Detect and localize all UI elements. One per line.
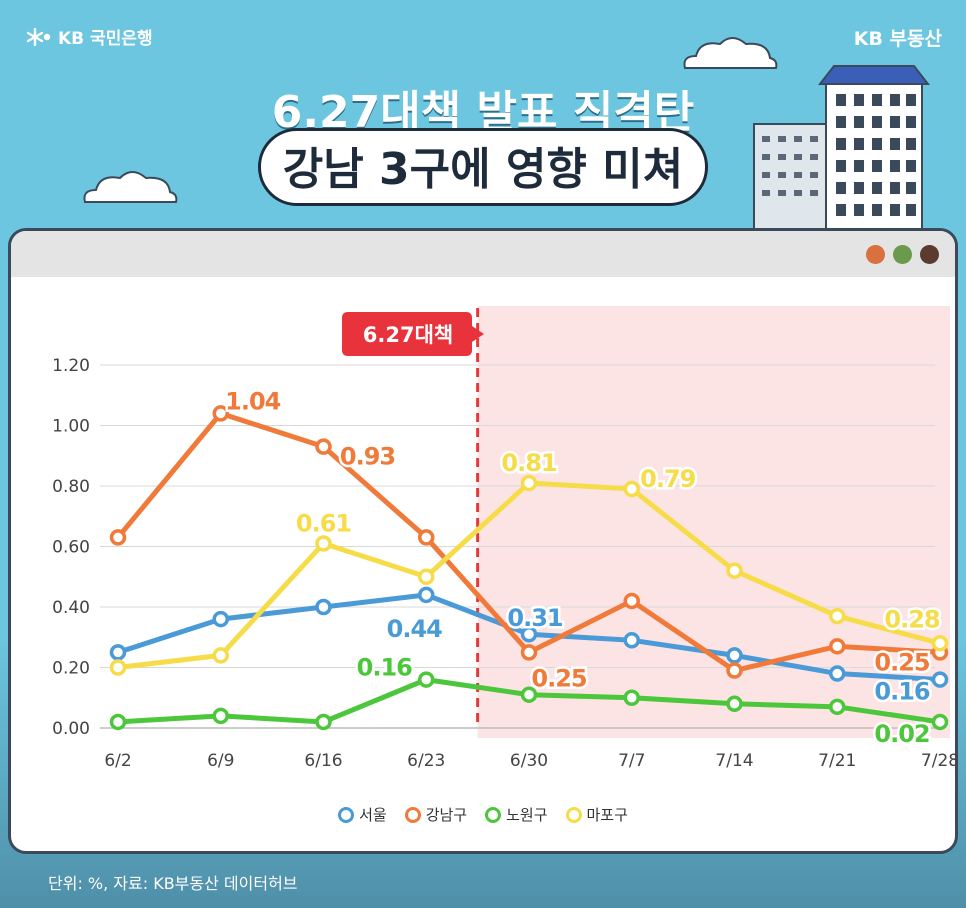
data-point [418,529,435,546]
data-point [212,707,229,725]
data-label: 0.25 [874,648,930,676]
data-point [623,632,640,649]
data-label: 0.61 [296,509,352,537]
y-tick-label: 0.20 [52,659,90,679]
data-label: 0.28 [884,605,940,633]
brand-right-text: KB 부동산 [853,28,942,50]
legend-item: 강남구 [404,804,468,825]
x-tick-label: 6/30 [510,751,548,771]
legend-swatch [565,806,582,823]
building-icon [753,65,930,232]
x-tick-label: 6/16 [304,751,342,771]
data-point [418,568,435,585]
y-tick-label: 0.00 [52,719,90,739]
x-tick-label: 6/9 [207,751,234,771]
policy-callout-label: 6.27대책 [363,323,453,347]
data-point [520,686,538,703]
kb-star-icon [26,27,51,46]
data-label: 0.16 [874,678,930,706]
data-point [931,713,949,731]
legend-item: 노원구 [485,804,548,825]
legend-label: 노원구 [506,806,548,824]
data-point [726,695,743,713]
legend-swatch [485,806,502,823]
data-point [623,592,640,610]
y-tick-label: 1.20 [52,356,90,376]
legend-label: 마포구 [586,806,628,824]
data-point [315,438,332,455]
data-point [726,647,743,664]
y-tick-label: 0.80 [52,477,90,497]
legend-item: 마포구 [565,804,628,825]
data-point [315,535,332,552]
data-label: 0.31 [507,604,563,632]
data-point [829,607,846,625]
policy-callout-box [342,312,484,356]
data-point [109,713,127,731]
data-point [109,659,127,676]
data-point [109,644,127,661]
brand-left-text: KB 국민은행 [58,29,153,49]
cloud-icon [683,37,778,69]
data-label: 0.02 [874,720,929,748]
x-tick-label: 7/14 [715,751,753,771]
x-tick-label: 7/7 [618,751,645,771]
policy-period-shade [477,306,950,738]
data-point [418,671,435,688]
data-point [623,480,640,498]
data-point [520,474,538,492]
x-tick-label: 6/2 [104,751,131,771]
data-label: 0.79 [640,465,696,493]
data-point [418,586,435,604]
window-title-bar [11,231,955,277]
legend-label: 서울 [359,806,387,824]
data-label: 1.04 [225,387,281,415]
data-point [520,644,538,661]
data-point [109,529,127,546]
window-dot-icon [893,245,912,264]
x-tick-label: 6/23 [407,751,445,771]
data-label: 0.44 [387,615,443,643]
y-tick-label: 1.00 [52,417,90,437]
data-label: 0.16 [357,654,413,682]
x-tick-label: 7/28 [921,751,959,771]
y-tick-label: 0.40 [52,598,90,618]
data-point [315,713,332,731]
data-point [315,598,332,616]
legend-item: 서울 [338,804,387,825]
legend-swatch [404,806,421,823]
data-label: 0.93 [340,443,395,471]
data-point [931,635,949,652]
cloud-icon [83,171,178,203]
window-dot-icon [866,245,885,264]
data-point [931,671,949,688]
sub-headline: 강남 3구에 영향 미쳐 [257,128,709,206]
chart-legend: 서울 강남구 노원구 마포구 [0,804,966,825]
y-tick-label: 0.60 [52,538,90,558]
x-tick-label: 7/21 [818,751,856,771]
data-label: 0.25 [531,664,587,692]
data-point [623,689,640,706]
kb-bank-logo: KB 국민은행 [26,24,153,49]
data-point [829,698,846,716]
data-point [212,405,229,422]
data-point [829,638,846,655]
data-point [520,625,538,643]
window-dot-icon [920,245,939,264]
data-point [212,610,229,628]
source-note: 단위: %, 자료: KB부동산 데이터허브 [48,874,298,893]
legend-label: 강남구 [425,806,468,824]
data-point [726,662,743,679]
data-label: 0.81 [501,449,557,477]
legend-swatch [338,806,355,823]
data-point [829,665,846,682]
data-point [726,562,743,579]
data-point [212,647,229,664]
